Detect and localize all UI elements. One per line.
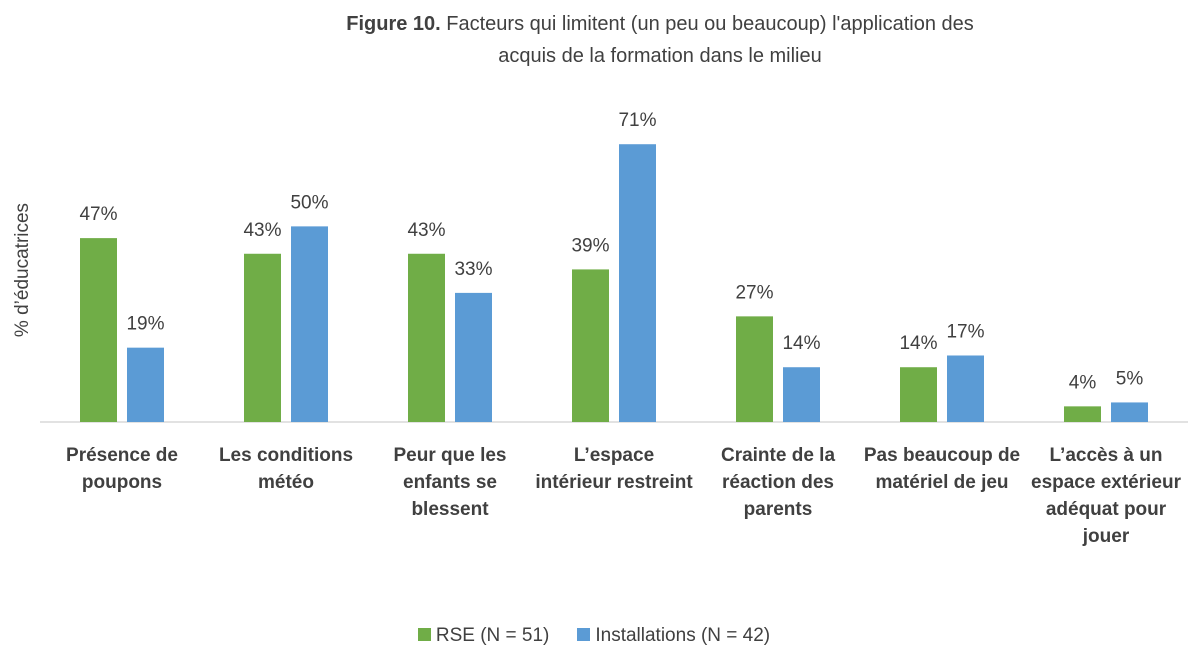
bar bbox=[783, 367, 820, 422]
bar bbox=[619, 144, 656, 422]
data-label: 39% bbox=[571, 235, 609, 256]
data-label: 4% bbox=[1069, 372, 1097, 393]
x-tick-label: Pas beaucoup de matériel de jeu bbox=[863, 445, 1021, 493]
data-label: 47% bbox=[79, 204, 117, 225]
x-tick-label: L’espace intérieur restreint bbox=[535, 445, 693, 493]
legend-label: RSE (N = 51) bbox=[435, 625, 550, 646]
legend: RSE (N = 51) Installations (N = 42) bbox=[0, 625, 1188, 647]
data-label: 27% bbox=[735, 282, 773, 303]
bar bbox=[80, 238, 117, 422]
bar bbox=[736, 316, 773, 422]
data-label: 14% bbox=[782, 333, 820, 354]
data-label: 14% bbox=[899, 333, 937, 354]
data-label: 43% bbox=[407, 220, 445, 241]
legend-label: Installations (N = 42) bbox=[595, 625, 771, 646]
x-tick-label: Présence de poupons bbox=[66, 445, 178, 493]
legend-item: Installations (N = 42) bbox=[577, 625, 770, 647]
figure-label: Figure 10. bbox=[346, 13, 441, 35]
x-tick-label: L’accès à un espace extérieur adéquat po… bbox=[1031, 445, 1181, 547]
data-label: 17% bbox=[946, 321, 984, 342]
legend-swatch bbox=[577, 628, 591, 641]
chart-title: Figure 10. Facteurs qui limitent (un peu… bbox=[330, 8, 990, 72]
data-label: 50% bbox=[290, 192, 328, 213]
bar bbox=[572, 269, 609, 422]
bar bbox=[947, 355, 984, 422]
bar bbox=[900, 367, 937, 422]
legend-item: RSE (N = 51) bbox=[417, 625, 550, 647]
data-label: 5% bbox=[1116, 368, 1144, 389]
x-tick-label: Les conditions météo bbox=[218, 445, 354, 493]
bar bbox=[408, 253, 445, 422]
y-axis-label: % d’éducatrices bbox=[12, 203, 33, 337]
data-label: 43% bbox=[243, 220, 281, 241]
data-label: 19% bbox=[126, 314, 164, 335]
bar bbox=[291, 226, 328, 422]
title-text: Facteurs qui limitent (un peu ou beaucou… bbox=[446, 13, 974, 67]
data-label: 71% bbox=[618, 110, 656, 131]
x-tick-label: Peur que les enfants se blessent bbox=[393, 445, 507, 520]
legend-swatch bbox=[417, 628, 431, 641]
bar bbox=[1111, 402, 1148, 422]
x-tick-label: Crainte de la réaction des parents bbox=[720, 445, 836, 520]
bar bbox=[455, 292, 492, 422]
data-label: 33% bbox=[454, 259, 492, 280]
bar bbox=[244, 253, 281, 422]
bar bbox=[127, 347, 164, 422]
bar bbox=[1064, 406, 1101, 422]
